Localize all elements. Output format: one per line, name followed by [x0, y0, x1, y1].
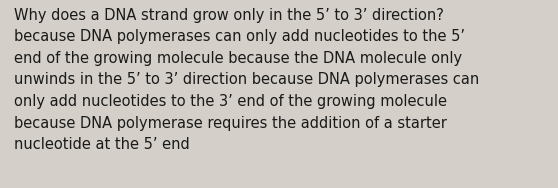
Text: Why does a DNA strand grow only in the 5’ to 3’ direction?
because DNA polymeras: Why does a DNA strand grow only in the 5…: [14, 8, 479, 152]
